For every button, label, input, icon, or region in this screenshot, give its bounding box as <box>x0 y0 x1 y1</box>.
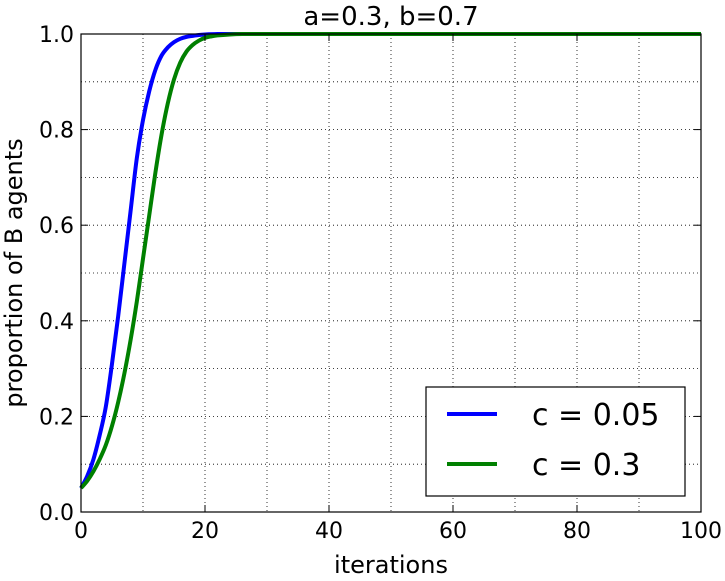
x-axis-label: iterations <box>334 551 448 579</box>
y-tick-label: 0.0 <box>39 501 74 526</box>
y-axis-label: proportion of B agents <box>0 138 28 407</box>
y-tick-label: 1.0 <box>39 23 74 48</box>
x-tick-label: 40 <box>315 519 343 544</box>
x-tick-label: 80 <box>563 519 591 544</box>
x-tick-label: 100 <box>680 519 722 544</box>
y-tick-label: 0.8 <box>39 119 74 144</box>
chart-title: a=0.3, b=0.7 <box>303 2 478 32</box>
y-tick-label: 0.6 <box>39 214 74 239</box>
legend: c = 0.05 c = 0.3 <box>425 386 686 497</box>
legend-label-series-1: c = 0.05 <box>532 398 660 433</box>
x-tick-label: 60 <box>439 519 467 544</box>
ticks: 0 20 40 60 80 100 0.0 0.2 0.4 0.6 0.8 1.0 <box>39 23 722 544</box>
x-tick-label: 20 <box>191 519 219 544</box>
legend-label-series-2: c = 0.3 <box>532 448 640 483</box>
plot-frame <box>80 33 702 513</box>
y-tick-label: 0.4 <box>39 310 74 335</box>
x-tick-label: 0 <box>74 519 88 544</box>
legend-box <box>425 386 686 497</box>
y-tick-label: 0.2 <box>39 405 74 430</box>
